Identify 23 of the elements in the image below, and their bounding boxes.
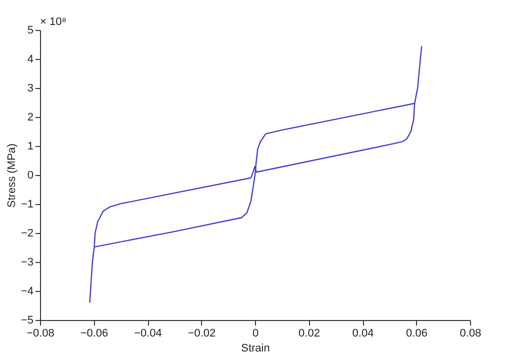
y-axis-title: Stress (MPa) bbox=[6, 143, 18, 208]
x-tick-label: 0.06 bbox=[406, 328, 428, 340]
x-tick-label: 0.04 bbox=[352, 328, 374, 340]
x-axis-title: Strain bbox=[241, 342, 270, 354]
y-tick-label: 2 bbox=[27, 112, 34, 124]
x-tick-label: −0.04 bbox=[134, 328, 162, 340]
y-tick-label: −1 bbox=[20, 198, 34, 210]
y-tick-label: −5 bbox=[20, 314, 34, 326]
y-tick-label: −4 bbox=[20, 286, 34, 298]
y-tick-label: −3 bbox=[20, 256, 34, 268]
y-tick-label: 3 bbox=[27, 82, 34, 94]
x-tick-label: −0.02 bbox=[188, 328, 216, 340]
y-tick-label: −2 bbox=[20, 228, 34, 240]
x-tick-label: 0 bbox=[252, 328, 259, 340]
x-tick-label: 0.08 bbox=[460, 328, 482, 340]
y-tick-label: 4 bbox=[27, 54, 34, 66]
x-tick-label: −0.06 bbox=[80, 328, 108, 340]
x-tick-label: 0.02 bbox=[298, 328, 320, 340]
y-tick-label: 0 bbox=[27, 170, 34, 182]
text: × 10⁸ bbox=[40, 16, 66, 28]
y-tick-label: 1 bbox=[27, 140, 34, 152]
x-tick-label: −0.08 bbox=[26, 328, 54, 340]
y-tick-label: 5 bbox=[27, 24, 34, 36]
